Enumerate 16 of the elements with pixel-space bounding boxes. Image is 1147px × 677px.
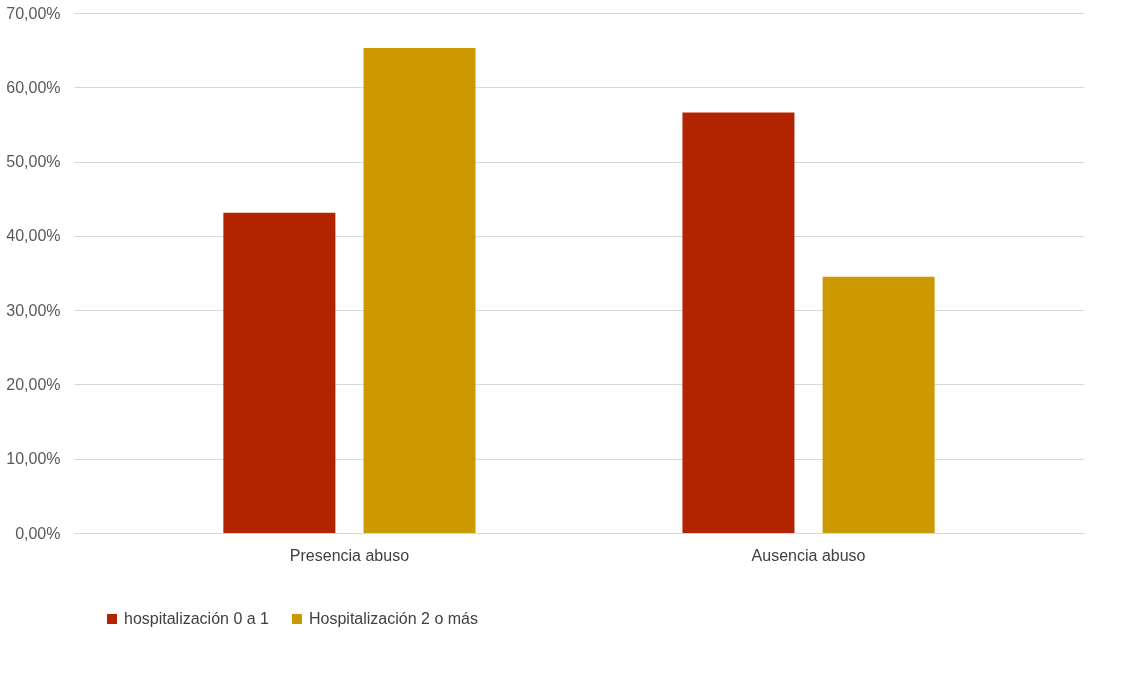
bar bbox=[822, 276, 935, 533]
bar bbox=[223, 212, 336, 533]
x-tick-label: Ausencia abuso bbox=[751, 546, 866, 564]
legend-label: Hospitalización 2 o más bbox=[309, 610, 478, 627]
y-tick-label: 50,00% bbox=[6, 153, 61, 171]
y-tick-label: 20,00% bbox=[6, 375, 61, 393]
y-tick-label: 60,00% bbox=[6, 78, 61, 96]
bar bbox=[682, 112, 795, 533]
y-tick-label: 70,00% bbox=[6, 4, 61, 22]
legend-label: hospitalización 0 a 1 bbox=[124, 610, 270, 627]
bar bbox=[363, 47, 476, 533]
y-tick-label: 40,00% bbox=[6, 227, 61, 245]
y-tick-label: 0,00% bbox=[15, 524, 61, 542]
y-tick-label: 10,00% bbox=[6, 450, 61, 468]
y-tick-label: 30,00% bbox=[6, 301, 61, 319]
x-tick-label: Presencia abuso bbox=[289, 546, 410, 564]
